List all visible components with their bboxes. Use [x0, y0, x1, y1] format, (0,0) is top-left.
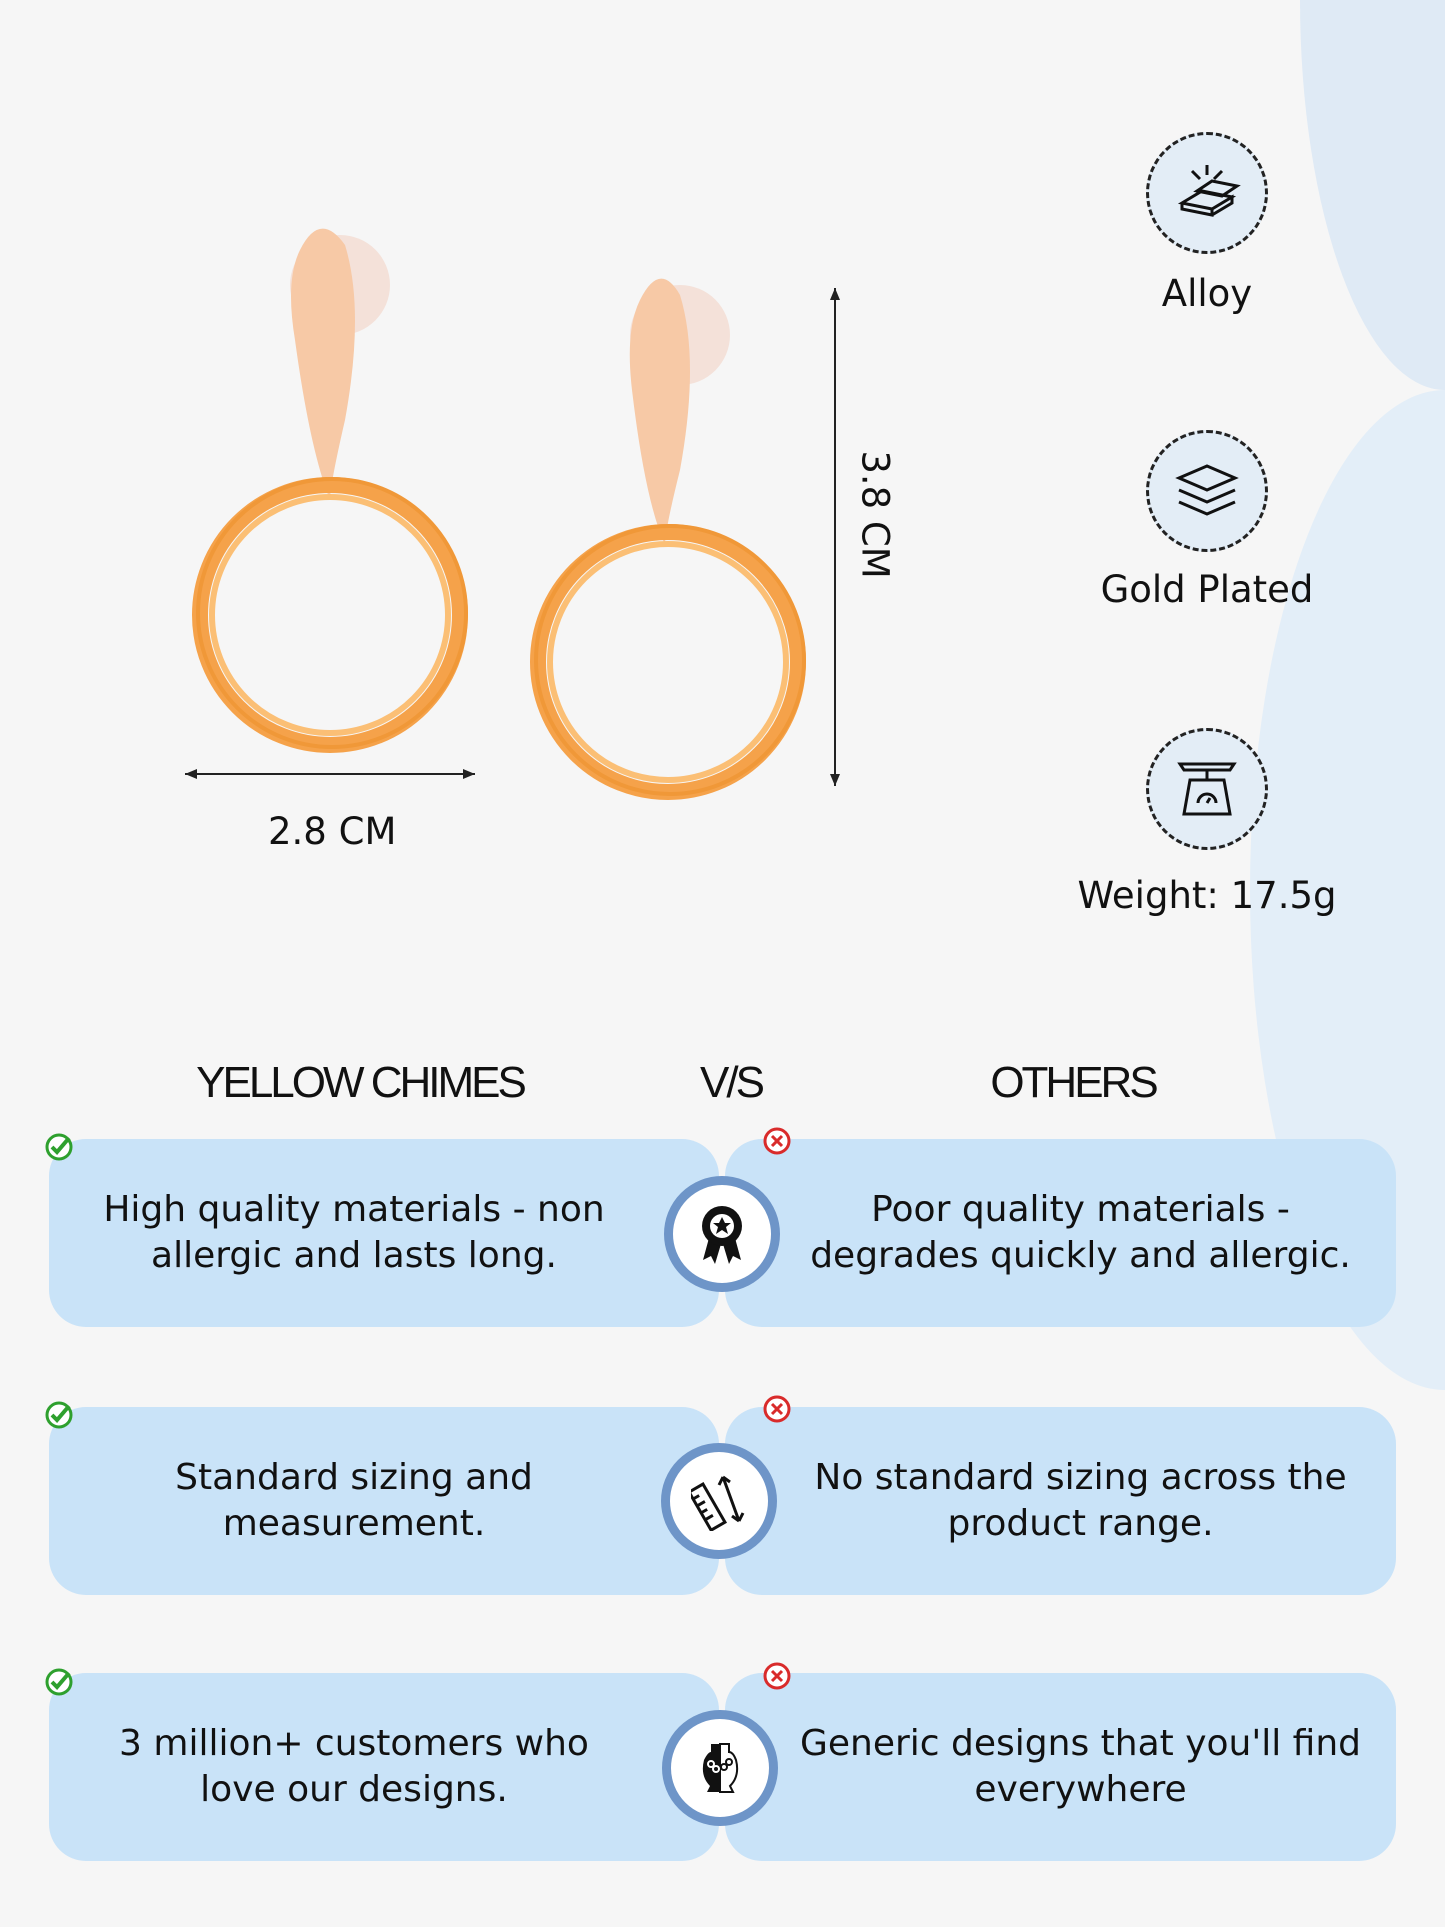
spec-plating-label: Gold Plated	[1100, 568, 1314, 611]
ours-text: Standard sizing and measurement.	[175, 1457, 533, 1544]
earring-right	[530, 278, 806, 800]
gold-bars-icon	[1177, 165, 1241, 217]
brand-column-title: YELLOW CHIMES	[196, 1058, 527, 1107]
cross-icon	[763, 1662, 791, 1690]
spec-alloy-icon-circle	[1146, 132, 1268, 254]
versus-label: V/S	[700, 1058, 765, 1107]
spec-alloy-label: Alloy	[1161, 272, 1253, 315]
row-icon-ring	[662, 1710, 778, 1826]
others-text: Generic designs that you'll find everywh…	[799, 1723, 1362, 1810]
ours-card: 3 million+ customers who love our design…	[49, 1673, 719, 1861]
check-icon	[45, 1401, 73, 1429]
cross-icon	[763, 1395, 791, 1423]
width-label: 2.8 CM	[268, 810, 397, 853]
check-icon	[45, 1133, 73, 1161]
weighing-scale-icon	[1177, 762, 1237, 816]
width-arrow	[185, 769, 475, 779]
quality-badge-icon	[702, 1206, 742, 1264]
others-text: No standard sizing across the product ra…	[814, 1457, 1347, 1544]
spec-plating-icon-circle	[1146, 430, 1268, 552]
spec-weight-label: Weight: 17.5g	[1077, 874, 1337, 917]
ours-text: 3 million+ customers who love our design…	[119, 1723, 589, 1810]
earring-left	[192, 228, 468, 753]
jewelry-bust-icon	[702, 1743, 739, 1793]
height-label: 3.8 CM	[853, 450, 897, 579]
cross-icon	[763, 1127, 791, 1155]
others-text: Poor quality materials - degrades quickl…	[810, 1189, 1351, 1276]
earrings-image	[192, 228, 806, 800]
ruler-measure-icon	[691, 1475, 745, 1531]
others-column-title: OTHERS	[990, 1058, 1158, 1107]
others-card: No standard sizing across the product ra…	[725, 1407, 1396, 1595]
check-icon	[45, 1668, 73, 1696]
row-icon-ring	[664, 1176, 780, 1292]
background-shape	[1300, 0, 1445, 390]
ours-card: Standard sizing and measurement.	[49, 1407, 719, 1595]
others-card: Poor quality materials - degrades quickl…	[725, 1139, 1396, 1327]
height-arrow	[830, 288, 840, 786]
others-card: Generic designs that you'll find everywh…	[725, 1673, 1396, 1861]
ours-card: High quality materials - non allergic an…	[49, 1139, 719, 1327]
layers-icon	[1175, 464, 1239, 516]
row-icon-ring	[661, 1443, 777, 1559]
ours-text: High quality materials - non allergic an…	[103, 1189, 605, 1276]
spec-weight-icon-circle	[1146, 728, 1268, 850]
